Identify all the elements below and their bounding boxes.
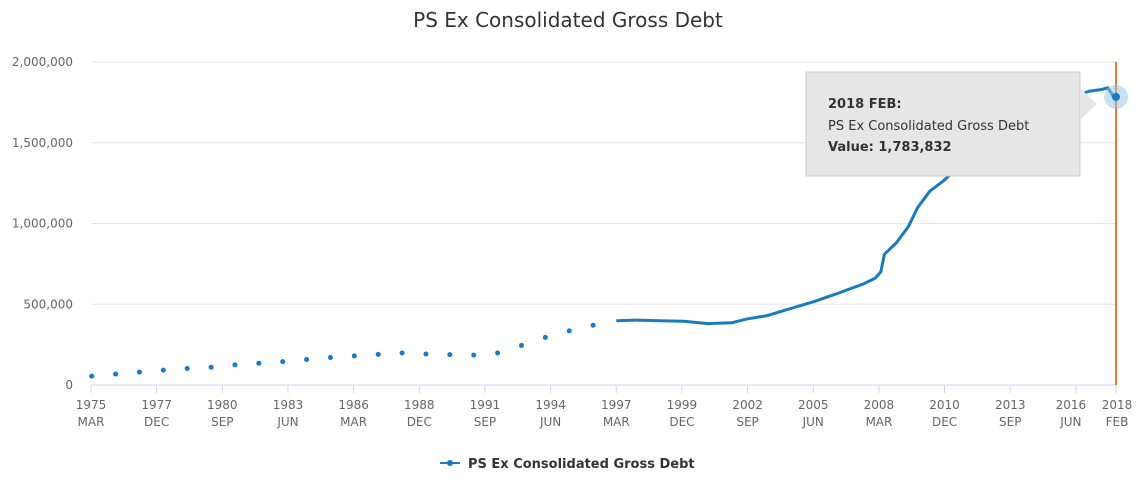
y-tick-label: 1,500,000 xyxy=(12,136,73,150)
data-point[interactable] xyxy=(208,364,214,370)
data-point[interactable] xyxy=(113,371,119,377)
series-line[interactable] xyxy=(616,86,1117,326)
x-tick-year: 1999 xyxy=(667,398,698,412)
x-tick-year: 1983 xyxy=(273,398,304,412)
x-tick-year: 2002 xyxy=(732,398,763,412)
x-tick-year: 2013 xyxy=(995,398,1026,412)
y-tick-label: 1,000,000 xyxy=(12,217,73,231)
data-point[interactable] xyxy=(351,353,357,359)
x-tick-month: SEP xyxy=(999,415,1021,429)
x-tick-month: JUN xyxy=(1059,415,1081,429)
x-tick-year: 1977 xyxy=(141,398,172,412)
x-tick-month: DEC xyxy=(932,415,957,429)
legend[interactable]: PS Ex Consolidated Gross Debt xyxy=(440,457,695,472)
tooltip-box xyxy=(805,71,1081,177)
tooltip-series: PS Ex Consolidated Gross Debt xyxy=(828,119,1029,134)
x-tick-year: 1980 xyxy=(207,398,238,412)
data-point[interactable] xyxy=(471,352,477,358)
tooltip-date: 2018 FEB: xyxy=(828,97,902,112)
x-tick-month: SEP xyxy=(736,415,758,429)
x-tick-year: 2010 xyxy=(929,398,960,412)
x-tick-month: JUN xyxy=(539,415,561,429)
x-tick-year: 1988 xyxy=(404,398,435,412)
tooltip: 2018 FEB: PS Ex Consolidated Gross Debt … xyxy=(805,71,1097,177)
x-tick-month: DEC xyxy=(144,415,169,429)
y-tick-label: 500,000 xyxy=(23,297,73,311)
x-tick-year: 1994 xyxy=(535,398,566,412)
y-axis: 0 500,000 1,000,000 1,500,000 2,000,000 xyxy=(12,55,73,392)
data-point[interactable] xyxy=(423,351,429,357)
legend-marker-icon xyxy=(447,460,453,466)
data-point[interactable] xyxy=(256,360,262,366)
data-point[interactable] xyxy=(280,359,286,365)
data-point[interactable] xyxy=(447,352,453,358)
data-point[interactable] xyxy=(518,342,524,348)
data-point[interactable] xyxy=(542,334,548,340)
x-tick-year: 1997 xyxy=(601,398,632,412)
x-axis: 1975 MAR 1977 DEC 1980 SEP 1983 JUN 1986 MAR 1988 D… xyxy=(76,385,1133,429)
data-point[interactable] xyxy=(232,362,238,368)
x-tick-month: MAR xyxy=(340,415,367,429)
data-point[interactable] xyxy=(184,366,190,372)
highlight-point[interactable] xyxy=(1112,92,1120,101)
x-tick-month: DEC xyxy=(407,415,432,429)
x-tick-month: JUN xyxy=(802,415,824,429)
y-tick-label: 0 xyxy=(65,378,73,392)
series-quarterly[interactable] xyxy=(616,86,1117,326)
data-point[interactable] xyxy=(136,369,142,375)
x-tick-month: FEB xyxy=(1106,415,1129,429)
x-tick-month: MAR xyxy=(603,415,630,429)
x-tick-month: JUN xyxy=(276,415,298,429)
x-tick-year: 1975 xyxy=(76,398,107,412)
x-tick-month: MAR xyxy=(78,415,105,429)
x-tick-month: SEP xyxy=(211,415,233,429)
x-tick-month: SEP xyxy=(474,415,496,429)
x-tick-year: 2005 xyxy=(798,398,829,412)
series-annual-points[interactable] xyxy=(89,322,596,379)
data-point[interactable] xyxy=(590,322,596,328)
x-tick-year: 2008 xyxy=(864,398,895,412)
data-point[interactable] xyxy=(304,356,310,362)
data-point[interactable] xyxy=(495,350,501,356)
data-point[interactable] xyxy=(89,373,95,379)
data-point[interactable] xyxy=(399,350,405,356)
x-tick-year: 1986 xyxy=(338,398,369,412)
x-tick-year: 2018 xyxy=(1102,398,1133,412)
data-point[interactable] xyxy=(566,328,572,334)
legend-label: PS Ex Consolidated Gross Debt xyxy=(468,457,695,472)
tooltip-value: Value: 1,783,832 xyxy=(828,140,952,155)
chart-title: PS Ex Consolidated Gross Debt xyxy=(413,8,723,32)
x-tick-month: MAR xyxy=(865,415,892,429)
y-tick-label: 2,000,000 xyxy=(12,55,73,69)
data-point[interactable] xyxy=(375,351,381,357)
data-point[interactable] xyxy=(160,367,166,373)
data-point[interactable] xyxy=(327,355,333,361)
x-tick-year: 2016 xyxy=(1056,398,1087,412)
x-tick-year: 1991 xyxy=(470,398,501,412)
tooltip-pointer xyxy=(1080,88,1097,120)
x-tick-month: DEC xyxy=(669,415,694,429)
